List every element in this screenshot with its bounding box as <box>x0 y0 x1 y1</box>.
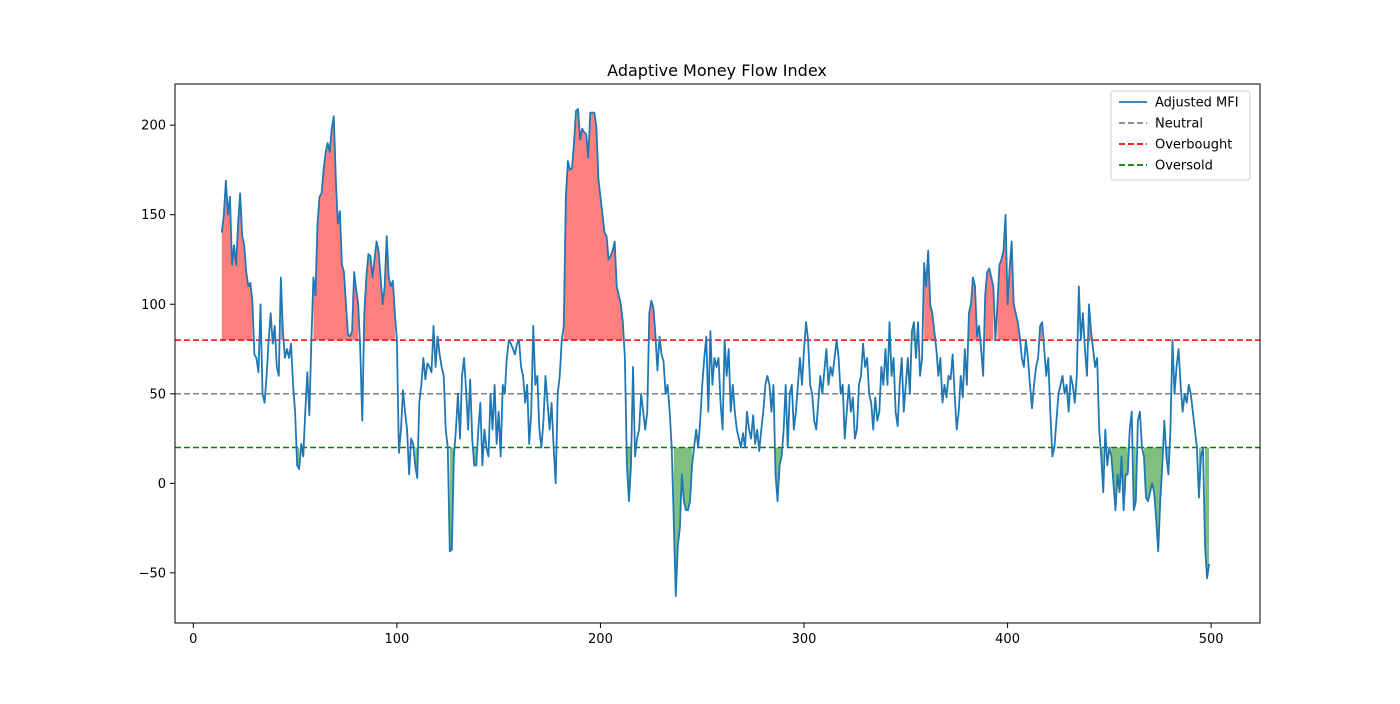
x-tick-label: 0 <box>189 632 197 647</box>
overbought-fill-region <box>313 116 359 341</box>
oversold-fill-region <box>1205 447 1210 579</box>
y-tick-label: 100 <box>141 298 166 313</box>
overbought-fill-region <box>364 236 395 341</box>
adjusted-mfi-line <box>220 108 1211 598</box>
plot-frame <box>174 83 1261 624</box>
x-tick-label: 200 <box>588 632 613 647</box>
y-tick-label: 200 <box>141 119 166 134</box>
x-tick-label: 300 <box>792 632 817 647</box>
overbought-fill-region <box>985 268 994 341</box>
legend-label: Overbought <box>1155 138 1232 153</box>
overbought-fill-region <box>563 109 623 341</box>
y-tick-label: −50 <box>139 566 166 581</box>
threshold-fills <box>221 109 1210 597</box>
y-tick-label: 0 <box>158 477 166 492</box>
x-tick-label: 100 <box>384 632 409 647</box>
overbought-fill-region <box>649 300 656 341</box>
y-tick-label: 150 <box>141 208 166 223</box>
reference-lines <box>175 339 1260 449</box>
legend: Adjusted MFI Neutral Overbought Oversold <box>1110 90 1251 181</box>
y-tick-label: 50 <box>149 387 166 402</box>
x-tick-label: 400 <box>995 632 1020 647</box>
series-lines <box>220 108 1211 598</box>
legend-label: Adjusted MFI <box>1155 96 1239 111</box>
oversold-fill-region <box>1143 447 1163 552</box>
oversold-fill-region <box>626 447 631 502</box>
legend-label: Neutral <box>1155 117 1203 132</box>
legend-label: Oversold <box>1155 159 1213 174</box>
oversold-fill-region <box>673 447 693 597</box>
x-tick-label: 500 <box>1199 632 1224 647</box>
legend-box <box>1110 90 1251 181</box>
axes: 0 100 200 300 400 500 −50 0 50 100 150 200 <box>139 83 1261 647</box>
chart-title: Adaptive Money Flow Index <box>607 61 827 80</box>
